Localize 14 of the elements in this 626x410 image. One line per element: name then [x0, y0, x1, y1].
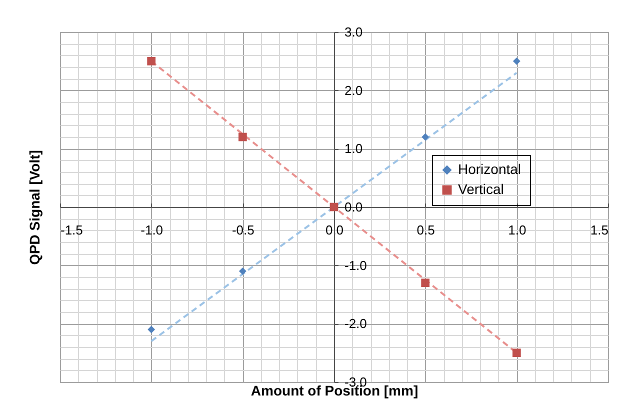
x-tick-label: -1.0 [140, 222, 164, 238]
x-tick-label: 0.5 [416, 222, 435, 238]
y-tick-label: -1.0 [344, 258, 367, 273]
x-tick-label: 1.5 [590, 222, 608, 238]
x-tick-label: -1.5 [60, 222, 83, 238]
y-tick-label: 2.0 [344, 82, 363, 98]
y-tick-label: -2.0 [344, 316, 367, 332]
x-tick-label: 1.0 [508, 222, 526, 238]
x-tick-label: -0.5 [232, 222, 254, 238]
legend-label: Vertical [458, 181, 504, 197]
y-tick-label: 1.0 [344, 141, 363, 156]
y-axis-title: QPD Signal [Volt] [26, 150, 42, 265]
legend-label: Horizontal [458, 161, 522, 177]
y-tick-label: 3.0 [344, 24, 363, 40]
